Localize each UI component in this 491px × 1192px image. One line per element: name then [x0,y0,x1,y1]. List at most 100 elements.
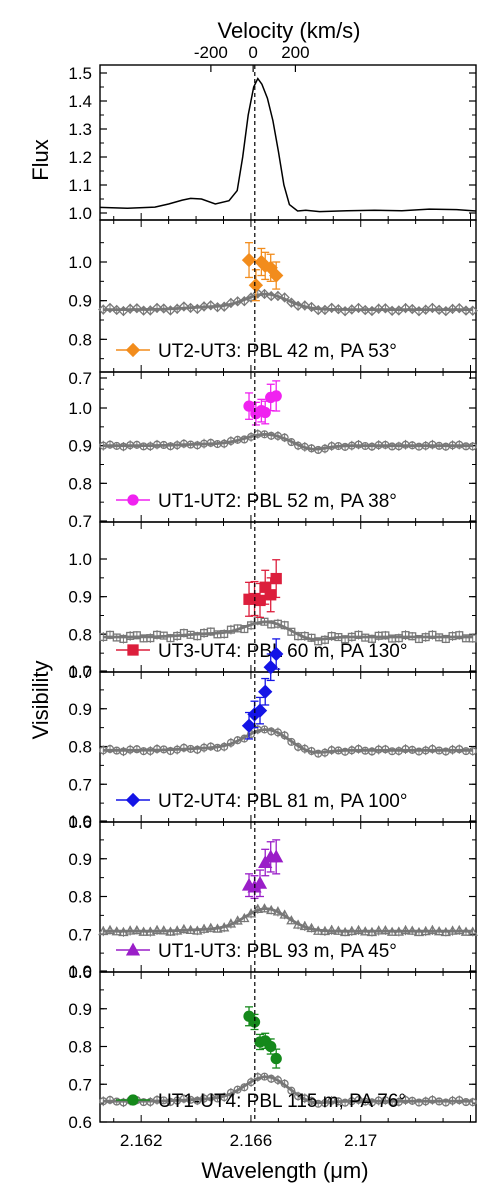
series-point [241,252,257,268]
continuum-line [103,1075,473,1105]
series-point [270,390,282,402]
y-tick-label: 0.9 [68,700,92,719]
y-tick-label: 0.7 [68,1075,92,1094]
series-point [265,1040,277,1053]
y-tick-label: 1.0 [68,253,92,272]
continuum-point [205,300,216,311]
y-tick-label: 0.9 [68,850,92,869]
y-tick-label: 0.6 [68,813,92,832]
top-axis-label: Velocity (km/s) [217,18,360,43]
y-tick-label: 0.8 [68,738,92,757]
continuum-point [353,302,364,314]
series-point [269,849,284,863]
continuum-point [158,303,169,314]
continuum-point [299,300,310,311]
series-point [252,703,268,718]
y-tick-label: 0.9 [68,437,92,456]
legend-label: UT2-UT3: PBL 42 m, PA 53° [158,341,397,362]
y-tick-label: 1.0 [68,662,92,681]
y-tick-label: 0.6 [68,1113,92,1132]
legend-marker [125,792,141,808]
continuum-point [380,303,391,314]
continuum-point [306,301,317,313]
y-tick-label: 1.0 [68,550,92,569]
continuum-line [103,620,473,641]
y-tick-label: 0.8 [68,330,92,349]
continuum-point [131,303,143,314]
y-tick-label: 1.0 [68,204,92,223]
y-tick-label: 0.8 [68,1038,92,1057]
series-point [243,400,255,412]
y-tick-label: 1.0 [68,812,92,831]
y-tick-label: 0.9 [68,292,92,311]
continuum-point [427,924,438,935]
legend-marker [125,342,141,358]
continuum-point [326,302,337,314]
y-tick-label: 0.6 [68,963,92,982]
series-point [241,718,257,733]
continuum-point [427,302,438,314]
continuum-point [287,737,296,746]
flux-axis-label: Flux [28,139,53,181]
continuum-point [287,1086,296,1095]
continuum-point [104,302,116,314]
panel-frame [99,64,477,221]
legend-marker [127,644,139,656]
series-point [252,875,268,889]
legend-label: UT2-UT4: PBL 81 m, PA 100° [158,791,407,812]
continuum-point [353,924,364,935]
y-tick-label: 1.2 [68,148,92,167]
series-point [265,589,277,601]
y-tick-label: 0.9 [68,1000,92,1019]
y-tick-label: 1.4 [68,92,92,111]
continuum-point [151,302,163,314]
continuum-line [103,432,473,451]
continuum-line [103,728,473,754]
series-point [248,278,264,293]
y-tick-label: 0.7 [68,775,92,794]
legend-label: UT1-UT3: PBL 93 m, PA 45° [158,941,397,962]
series-point [270,572,282,585]
y-tick-label: 1.1 [68,176,92,195]
continuum-point [454,303,465,314]
x-tick-label: 2.162 [120,1131,163,1150]
continuum-point [407,303,418,315]
series-point [258,684,273,699]
legend-marker [127,494,139,506]
flux-line [99,77,477,213]
continuum-line [103,292,473,311]
y-tick-label: 0.7 [68,663,92,682]
top-tick-label: 200 [281,43,309,62]
y-tick-label: 1.0 [68,399,92,418]
continuum-point [400,302,411,314]
x-axis-label: Wavelength (μm) [201,1158,368,1183]
visibility-axis-label: Visibility [28,660,53,739]
top-tick-label: 0 [248,43,257,62]
x-tick-label: 2.17 [344,1131,377,1150]
continuum-point [468,634,477,643]
y-tick-label: 0.8 [68,625,92,644]
continuum-point [178,301,190,312]
legend-marker [127,1094,139,1106]
y-tick-label: 1.5 [68,64,92,83]
series-point [269,646,284,662]
y-tick-label: 0.9 [68,588,92,607]
continuum-point [333,304,344,315]
continuum-point [104,924,116,935]
y-tick-label: 0.8 [68,888,92,907]
legend-label: UT3-UT4: PBL 60 m, PA 130° [158,641,407,662]
series-point [270,1052,282,1065]
x-tick-label: 2.166 [230,1131,273,1150]
series-point [263,660,278,675]
series-point [269,268,284,283]
series-point [259,406,271,419]
legend-label: UT1-UT4: PBL 115 m, PA 76° [158,1091,406,1112]
y-tick-label: 0.7 [68,369,92,388]
y-tick-label: 0.8 [68,474,92,493]
y-tick-label: 0.7 [68,512,92,531]
y-tick-label: 1.3 [68,120,92,139]
y-tick-label: 1.0 [68,962,92,981]
legend-marker [125,942,141,956]
continuum-line [103,907,473,933]
